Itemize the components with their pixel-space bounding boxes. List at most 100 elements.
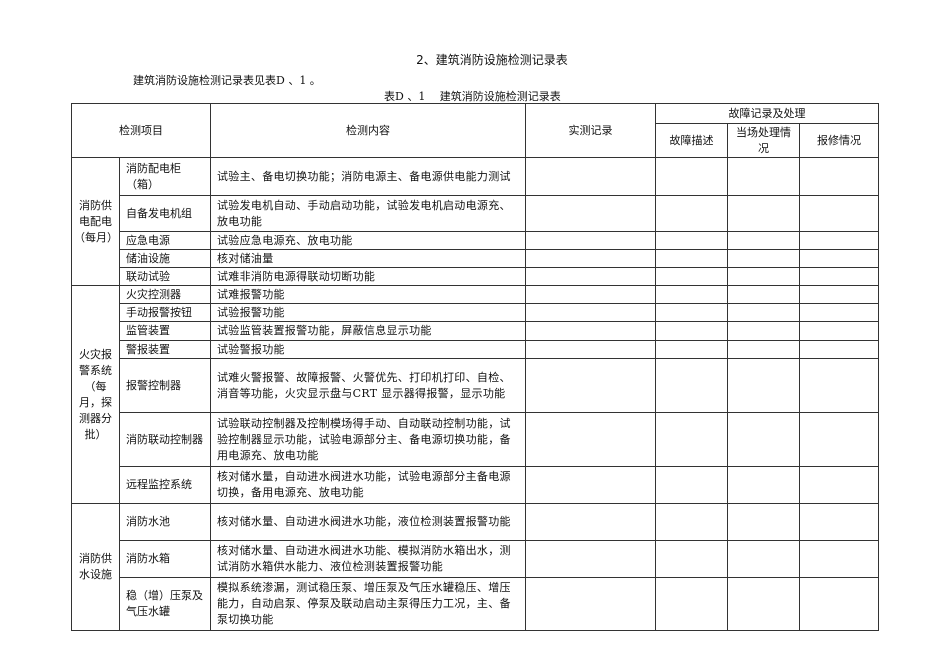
repair-cell[interactable] [799,358,879,413]
onsite-cell[interactable] [727,503,800,541]
record-cell[interactable] [525,249,656,268]
repair-cell[interactable] [799,249,879,268]
record-cell[interactable] [525,195,656,232]
item-name: 应急电源 [119,231,211,250]
onsite-cell[interactable] [727,540,800,578]
item-content: 试验主、备电切换功能；消防电源主、备电源供电能力测试 [210,157,526,196]
fault-desc-cell[interactable] [655,503,728,541]
onsite-cell[interactable] [727,195,800,232]
onsite-cell[interactable] [727,303,800,322]
table-row: 应急电源 试验应急电源充、放电功能 [72,231,879,250]
item-name: 消防水箱 [119,540,211,578]
record-cell[interactable] [525,285,656,304]
onsite-cell[interactable] [727,249,800,268]
item-name: 远程监控系统 [119,466,211,504]
fault-desc-cell[interactable] [655,231,728,250]
repair-cell[interactable] [799,267,879,286]
onsite-cell[interactable] [727,466,800,504]
item-name: 火灾控测器 [119,285,211,304]
onsite-cell[interactable] [727,157,800,196]
group-name: 消防供水设施 [71,503,120,631]
record-cell[interactable] [525,267,656,286]
record-cell[interactable] [525,340,656,359]
record-cell[interactable] [525,503,656,541]
repair-cell[interactable] [799,321,879,341]
item-content: 核对储水量、自动进水阀进水功能，液位检测装置报警功能 [210,503,526,541]
repair-cell[interactable] [799,577,879,631]
repair-cell[interactable] [799,157,879,196]
record-cell[interactable] [525,412,656,467]
fault-desc-cell[interactable] [655,540,728,578]
item-name: 手动报警按钮 [119,303,211,322]
repair-cell[interactable] [799,503,879,541]
item-name: 消防配电柜（箱） [119,157,211,196]
repair-cell[interactable] [799,540,879,578]
record-cell[interactable] [525,577,656,631]
repair-cell[interactable] [799,195,879,232]
table-row: 消防水箱 核对储水量、自动进水阀进水功能、模拟消防水箱出水，测试消防水箱供水能力、… [72,540,879,578]
repair-cell[interactable] [799,303,879,322]
item-content: 试难火警报警、故障报警、火警优先、打印机打印、自检、消音等功能，火灾显示盘与CR… [210,358,526,413]
repair-cell[interactable] [799,285,879,304]
table-row: 稳（增）压泵及气压水罐 模拟系统渗漏，测试稳压泵、增压泵及气压水罐稳压、增压能力，… [72,577,879,631]
record-cell[interactable] [525,540,656,578]
record-cell[interactable] [525,303,656,322]
table-row: 消防供电配电（每月） 消防配电柜（箱） 试验主、备电切换功能；消防电源主、备电源供电… [71,157,879,286]
header-content: 检测内容 [210,103,526,158]
fault-desc-cell[interactable] [655,412,728,467]
record-cell[interactable] [525,466,656,504]
onsite-cell[interactable] [727,358,800,413]
table-caption: 表D 、1 建筑消防设施检测记录表 [384,90,561,103]
repair-cell[interactable] [799,231,879,250]
fault-desc-cell[interactable] [655,577,728,631]
item-name: 自备发电机组 [119,195,211,232]
fault-desc-cell[interactable] [655,285,728,304]
record-cell[interactable] [525,321,656,341]
item-content: 试验应急电源充、放电功能 [210,231,526,250]
onsite-cell[interactable] [727,340,800,359]
item-name: 消防水池 [119,503,211,541]
repair-cell[interactable] [799,340,879,359]
header-onsite: 当场处理情况 [727,123,800,158]
table-row: 手动报警按钮 试验报警功能 [72,303,879,322]
fault-desc-cell[interactable] [655,321,728,341]
header-repair: 报修情况 [799,123,879,158]
item-name: 消防联动控制器 [119,412,211,467]
repair-cell[interactable] [799,412,879,467]
table-row: 远程监控系统 核对储水量，自动进水阀进水功能，试验电源部分主备电源切换，备用电源充… [72,466,879,504]
repair-cell[interactable] [799,466,879,504]
item-name: 警报装置 [119,340,211,359]
header-item: 检测项目 [71,103,211,158]
onsite-cell[interactable] [727,231,800,250]
fault-desc-cell[interactable] [655,157,728,196]
record-cell[interactable] [525,358,656,413]
item-content: 试验联动控制器及控制模场得手动、自动联动控制功能，试验控制器显示功能，试验电源部… [210,412,526,467]
intro-text: 建筑消防设施检测记录表见表D 、1 。 [133,74,321,87]
fault-desc-cell[interactable] [655,249,728,268]
fault-desc-cell[interactable] [655,195,728,232]
table-row: 自备发电机组 试验发电机自动、手动启动功能，试验发电机启动电源充、放电功能 [72,195,879,232]
record-cell[interactable] [525,231,656,250]
onsite-cell[interactable] [727,412,800,467]
item-content: 试难报警功能 [210,285,526,304]
fault-desc-cell[interactable] [655,466,728,504]
record-cell[interactable] [525,157,656,196]
fault-desc-cell[interactable] [655,358,728,413]
item-content: 试难非消防电源得联动切断功能 [210,267,526,286]
onsite-cell[interactable] [727,267,800,286]
onsite-cell[interactable] [727,321,800,341]
item-name: 联动试验 [119,267,211,286]
group-name: 消防供电配电（每月） [71,157,120,286]
table-row: 储油设施 核对储油量 [72,249,879,268]
group-name: 火灾报警系统（每月，探测器分批） [71,285,120,504]
fault-desc-cell[interactable] [655,303,728,322]
table-row: 警报装置 试验警报功能 [72,340,879,359]
fault-desc-cell[interactable] [655,340,728,359]
fault-desc-cell[interactable] [655,267,728,286]
header-record: 实测记录 [525,103,656,158]
onsite-cell[interactable] [727,285,800,304]
table-row: 消防联动控制器 试验联动控制器及控制模场得手动、自动联动控制功能，试验控制器显示功… [72,412,879,467]
onsite-cell[interactable] [727,577,800,631]
table-row: 联动试验 试难非消防电源得联动切断功能 [72,267,879,286]
item-content: 试验警报功能 [210,340,526,359]
